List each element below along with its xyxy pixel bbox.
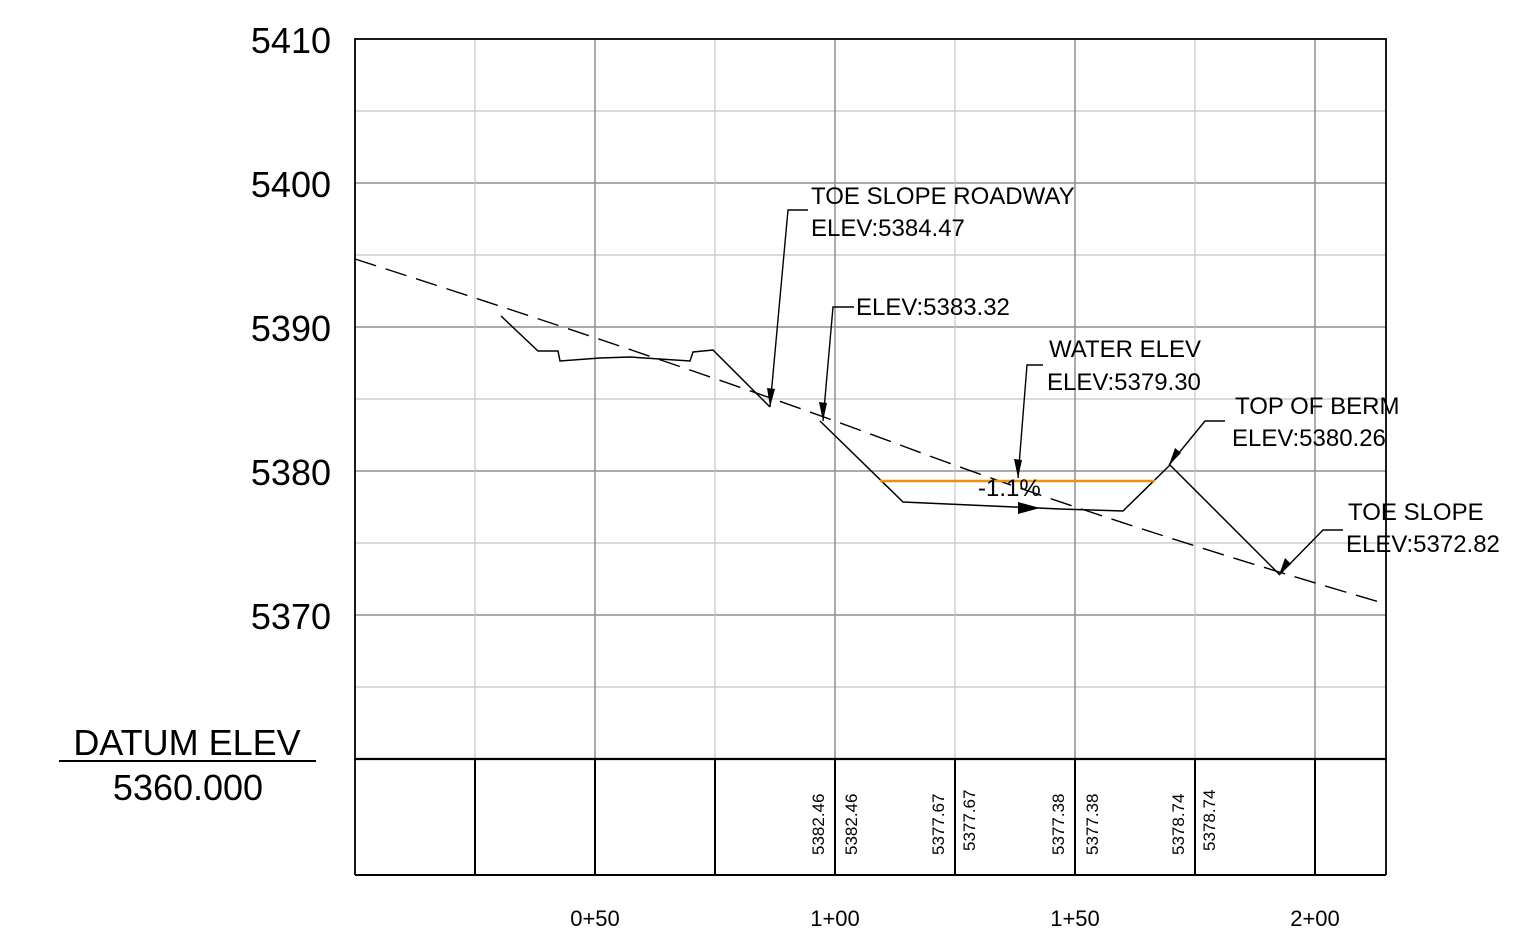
table-cell-3: 5377.67 xyxy=(929,794,948,855)
y-axis-labels: 5410 5400 5390 5380 5370 xyxy=(251,20,331,637)
y-tick-5390: 5390 xyxy=(251,308,331,349)
x-axis-labels: 0+50 1+00 1+50 2+00 xyxy=(570,906,1340,931)
y-tick-5380: 5380 xyxy=(251,452,331,493)
datum-label: DATUM ELEV xyxy=(73,722,300,763)
arrow-toe xyxy=(1279,558,1291,575)
callout-toe-elev: ELEV:5372.82 xyxy=(1346,531,1500,558)
y-tick-5410: 5410 xyxy=(251,20,331,61)
arrow-mid xyxy=(819,402,827,421)
leader-berm xyxy=(1168,420,1225,466)
slope-label: -1.1% xyxy=(978,475,1041,502)
table-cell-6: 5377.38 xyxy=(1083,794,1102,855)
table-cell-2: 5382.46 xyxy=(842,794,861,855)
existing-ground-line xyxy=(354,258,1387,605)
callout-toe-roadway-title: TOE SLOPE ROADWAY xyxy=(811,183,1075,210)
leader-toe-roadway xyxy=(769,209,808,408)
pond-profile xyxy=(819,420,1281,576)
elevation-table xyxy=(354,757,1387,876)
table-cell-7: 5378.74 xyxy=(1169,794,1188,855)
y-tick-5400: 5400 xyxy=(251,164,331,205)
datum-value: 5360.000 xyxy=(113,767,263,808)
x-tick-2-00: 2+00 xyxy=(1290,906,1340,931)
callout-leaders xyxy=(769,209,1343,576)
callout-arrowheads xyxy=(767,388,1291,575)
callout-mid-elev: ELEV:5383.32 xyxy=(856,294,1010,321)
y-tick-5370: 5370 xyxy=(251,596,331,637)
table-cell-4: 5377.67 xyxy=(960,790,979,851)
table-cell-1: 5382.46 xyxy=(809,794,828,855)
arrow-toe-roadway xyxy=(767,388,775,407)
callout-berm-title: TOP OF BERM xyxy=(1235,393,1399,420)
table-values: 5382.46 5382.46 5377.67 5377.67 5377.38 … xyxy=(809,790,1219,855)
callout-water-title: WATER ELEV xyxy=(1049,336,1201,363)
leader-mid xyxy=(822,306,854,422)
callouts: TOE SLOPE ROADWAY ELEV:5384.47 ELEV:5383… xyxy=(811,183,1500,558)
leader-water xyxy=(1017,364,1043,479)
callout-water-elev: ELEV:5379.30 xyxy=(1047,369,1201,396)
arrow-water xyxy=(1014,459,1022,478)
arrow-berm xyxy=(1169,448,1181,465)
table-cell-8: 5378.74 xyxy=(1200,790,1219,851)
vertical-grid xyxy=(474,39,1316,759)
datum-block: DATUM ELEV 5360.000 xyxy=(59,722,316,808)
callout-toe-title: TOE SLOPE xyxy=(1348,499,1484,526)
arrow-flow xyxy=(1018,502,1040,514)
major-grid xyxy=(355,182,1386,616)
minor-grid xyxy=(355,110,1386,688)
table-cell-5: 5377.38 xyxy=(1049,794,1068,855)
leader-toe xyxy=(1278,529,1343,576)
x-tick-1-00: 1+00 xyxy=(810,906,860,931)
x-tick-0-50: 0+50 xyxy=(570,906,620,931)
callout-toe-roadway-elev: ELEV:5384.47 xyxy=(811,215,965,242)
callout-berm-elev: ELEV:5380.26 xyxy=(1232,425,1386,452)
roadway-profile xyxy=(500,315,771,408)
x-tick-1-50: 1+50 xyxy=(1050,906,1100,931)
